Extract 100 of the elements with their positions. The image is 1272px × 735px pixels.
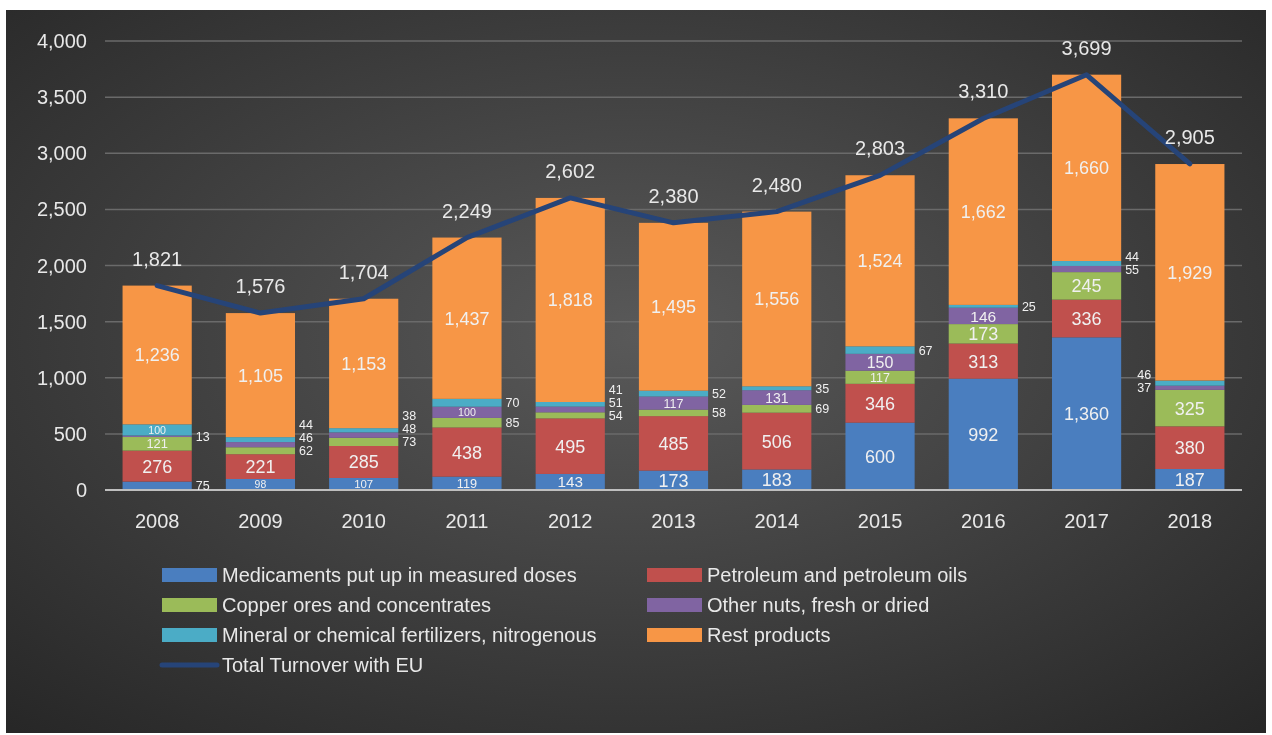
legend-label: Petroleum and petroleum oils xyxy=(707,564,968,586)
x-tick-label: 2013 xyxy=(651,510,696,532)
x-tick-label: 2012 xyxy=(547,510,593,532)
data-label: 1,360 xyxy=(1064,404,1110,425)
data-label: 1,660 xyxy=(1064,158,1110,179)
data-label: 51 xyxy=(608,395,623,410)
y-tick-label: 1,500 xyxy=(36,310,87,333)
x-tick-label: 2011 xyxy=(445,510,489,532)
data-label: 276 xyxy=(142,456,173,477)
data-label: 55 xyxy=(1125,262,1140,277)
data-label: 100 xyxy=(148,423,167,436)
legend-label: Rest products xyxy=(707,624,831,646)
y-tick-label: 0 xyxy=(75,479,87,501)
y-tick-label: 2,500 xyxy=(36,198,87,221)
data-label: 992 xyxy=(968,424,999,445)
data-label: 1,524 xyxy=(857,251,903,272)
legend-label: Copper ores and concentrates xyxy=(222,594,492,616)
data-label: 346 xyxy=(865,393,896,414)
data-label: 183 xyxy=(761,470,792,491)
data-label: 73 xyxy=(402,435,417,450)
data-label: 1,821 xyxy=(132,247,183,270)
data-label: 35 xyxy=(815,381,830,396)
x-tick-label: 2017 xyxy=(1064,510,1109,532)
y-tick-label: 4,000 xyxy=(36,30,87,52)
data-label: 52 xyxy=(712,387,727,402)
data-label: 48 xyxy=(402,422,417,437)
data-label: 54 xyxy=(608,408,623,423)
data-label: 3,699 xyxy=(1061,36,1112,59)
data-label: 100 xyxy=(458,406,476,419)
data-label: 58 xyxy=(712,406,727,421)
data-label: 1,105 xyxy=(237,365,283,386)
x-tick-label: 2010 xyxy=(341,510,386,532)
data-label: 131 xyxy=(765,389,789,406)
data-label: 46 xyxy=(1137,368,1152,383)
data-label: 1,662 xyxy=(960,202,1006,223)
data-label: 69 xyxy=(815,402,830,417)
data-label: 336 xyxy=(1071,308,1102,329)
y-tick-label: 500 xyxy=(53,422,87,445)
data-label: 1,437 xyxy=(444,308,490,329)
data-label: 44 xyxy=(1125,249,1140,264)
data-label: 1,818 xyxy=(547,290,593,311)
data-label: 1,153 xyxy=(341,353,387,374)
data-label: 187 xyxy=(1174,469,1205,490)
x-tick-label: 2018 xyxy=(1167,510,1213,532)
data-label: 146 xyxy=(970,307,997,325)
data-label: 46 xyxy=(299,431,313,446)
data-label: 380 xyxy=(1174,438,1205,459)
data-label: 13 xyxy=(195,429,210,444)
data-label: 495 xyxy=(555,436,586,457)
y-tick-label: 3,500 xyxy=(36,86,87,109)
data-label: 325 xyxy=(1174,398,1205,419)
data-label: 506 xyxy=(761,431,792,452)
data-label: 1,495 xyxy=(650,297,697,318)
y-tick-label: 3,000 xyxy=(36,142,87,165)
data-label: 37 xyxy=(1137,381,1152,396)
x-tick-label: 2014 xyxy=(754,510,800,532)
data-label: 70 xyxy=(505,396,520,411)
data-label: 245 xyxy=(1071,276,1102,297)
data-label: 313 xyxy=(968,351,999,372)
data-label: 2,803 xyxy=(855,137,906,160)
data-label: 438 xyxy=(451,442,482,463)
data-label: 485 xyxy=(658,433,689,454)
x-tick-label: 2009 xyxy=(238,510,283,532)
data-label: 44 xyxy=(299,418,313,433)
data-label: 1,236 xyxy=(134,345,180,366)
data-label: 67 xyxy=(918,343,933,358)
data-label: 41 xyxy=(608,382,623,397)
data-label: 2,249 xyxy=(441,199,492,222)
data-label: 285 xyxy=(348,452,379,473)
y-tick-label: 2,000 xyxy=(36,254,87,277)
data-label: 1,704 xyxy=(338,260,389,283)
data-label: 173 xyxy=(968,324,999,345)
data-label: 600 xyxy=(865,446,896,467)
legend-label: Mineral or chemical fertilizers, nitrogenous xyxy=(222,624,597,646)
data-label: 117 xyxy=(663,396,684,411)
data-label: 117 xyxy=(870,370,891,385)
data-label: 121 xyxy=(146,436,168,452)
data-label: 173 xyxy=(658,470,689,491)
data-label: 2,905 xyxy=(1164,125,1215,148)
data-label: 38 xyxy=(402,409,417,424)
data-label: 107 xyxy=(354,478,374,491)
legend-label: Total Turnover with EU xyxy=(222,654,424,676)
data-label: 221 xyxy=(245,457,276,478)
data-label: 2,480 xyxy=(751,173,802,196)
data-label: 98 xyxy=(254,479,267,491)
data-label: 1,576 xyxy=(235,275,286,298)
data-label: 25 xyxy=(1021,299,1036,314)
data-label: 143 xyxy=(557,473,583,491)
legend-label: Other nuts, fresh or dried xyxy=(707,594,930,616)
data-label: 3,310 xyxy=(958,80,1009,103)
data-label: 62 xyxy=(299,444,313,459)
x-tick-label: 2015 xyxy=(857,510,903,532)
data-label: 85 xyxy=(505,416,520,431)
x-tick-label: 2008 xyxy=(134,510,180,532)
data-label: 119 xyxy=(456,476,478,491)
data-label: 1,929 xyxy=(1167,262,1213,283)
data-label: 150 xyxy=(866,354,894,372)
data-label: 2,380 xyxy=(648,184,699,207)
x-tick-label: 2016 xyxy=(961,510,1006,532)
legend-label: Medicaments put up in measured doses xyxy=(222,564,577,586)
